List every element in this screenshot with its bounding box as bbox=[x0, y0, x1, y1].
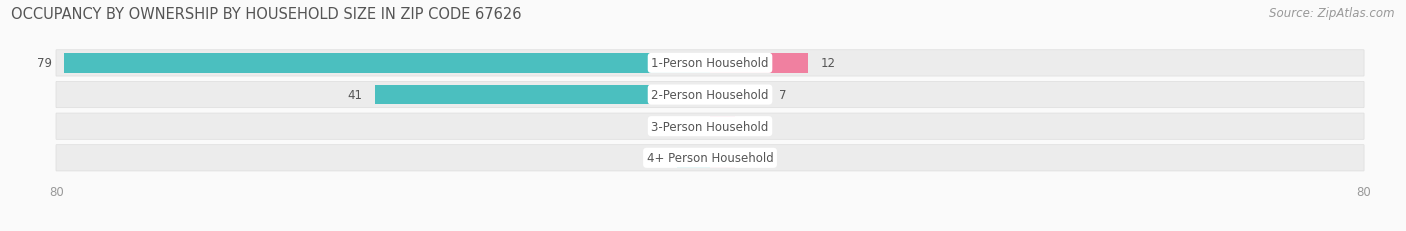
Text: Source: ZipAtlas.com: Source: ZipAtlas.com bbox=[1270, 7, 1395, 20]
Text: 1-Person Household: 1-Person Household bbox=[651, 57, 769, 70]
Text: 0: 0 bbox=[747, 152, 754, 165]
FancyBboxPatch shape bbox=[56, 145, 1364, 171]
Text: 2-Person Household: 2-Person Household bbox=[651, 89, 769, 102]
Text: 7: 7 bbox=[779, 89, 787, 102]
Text: 0: 0 bbox=[747, 120, 754, 133]
FancyBboxPatch shape bbox=[56, 82, 1364, 108]
Text: 41: 41 bbox=[347, 89, 363, 102]
Text: 4: 4 bbox=[658, 152, 665, 165]
Bar bbox=[678, 148, 710, 168]
Text: 4+ Person Household: 4+ Person Household bbox=[647, 152, 773, 165]
Text: 79: 79 bbox=[37, 57, 52, 70]
Bar bbox=[710, 117, 734, 136]
FancyBboxPatch shape bbox=[56, 51, 1364, 77]
Bar bbox=[710, 85, 768, 105]
Bar bbox=[375, 85, 710, 105]
Bar bbox=[710, 148, 734, 168]
Text: OCCUPANCY BY OWNERSHIP BY HOUSEHOLD SIZE IN ZIP CODE 67626: OCCUPANCY BY OWNERSHIP BY HOUSEHOLD SIZE… bbox=[11, 7, 522, 22]
Text: 12: 12 bbox=[820, 57, 835, 70]
Legend: Owner-occupied, Renter-occupied: Owner-occupied, Renter-occupied bbox=[589, 228, 831, 231]
Text: 0: 0 bbox=[690, 120, 697, 133]
Text: 3-Person Household: 3-Person Household bbox=[651, 120, 769, 133]
Bar bbox=[710, 54, 808, 73]
Bar bbox=[65, 54, 710, 73]
FancyBboxPatch shape bbox=[56, 114, 1364, 140]
